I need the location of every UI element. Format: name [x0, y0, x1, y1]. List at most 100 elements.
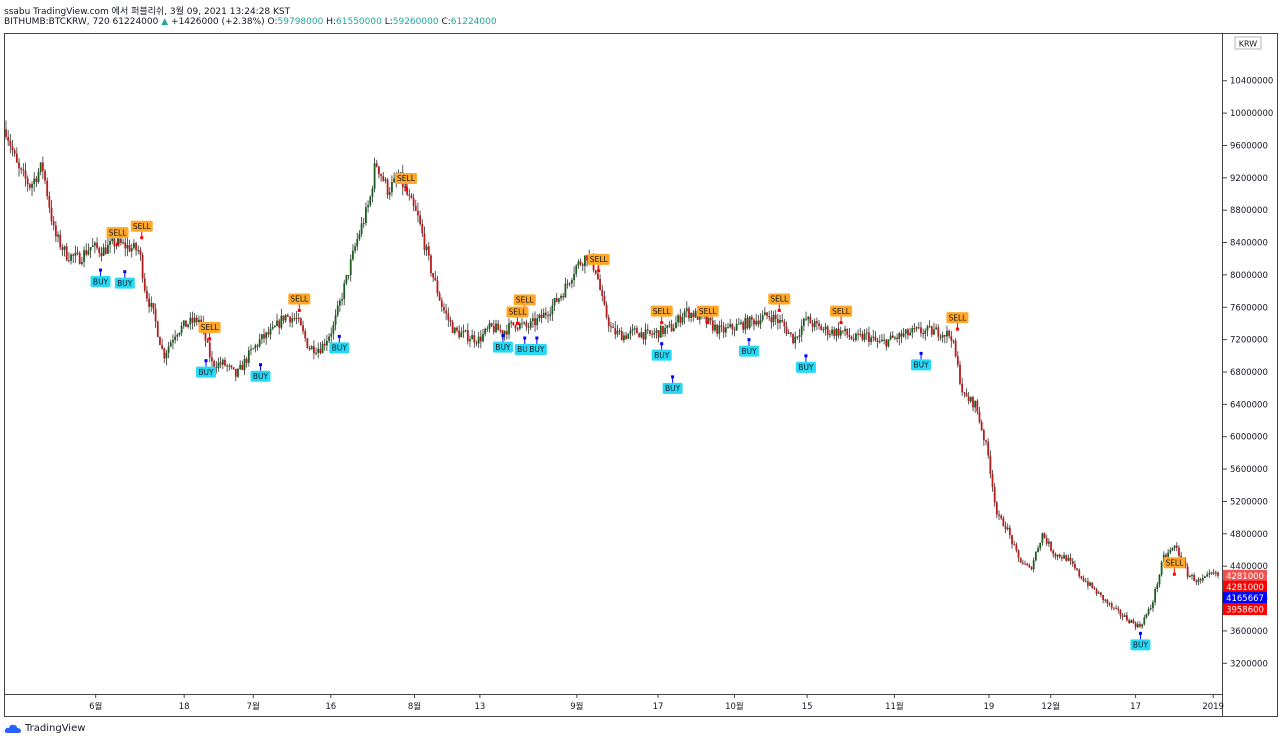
candle-body [1165, 554, 1167, 557]
candle-body [93, 242, 96, 246]
candle-body [583, 255, 586, 266]
candle-body [57, 234, 59, 237]
candle-body [20, 168, 23, 170]
candle-body [688, 308, 690, 318]
candles-series [5, 120, 1219, 631]
candle-body [616, 330, 619, 335]
candle-body [774, 314, 777, 320]
candle-body [141, 254, 144, 279]
candle-body [828, 334, 831, 336]
candle-body [933, 329, 935, 335]
y-axis: 10400000 10000000 9600000 9200000 8800000 840… [1222, 77, 1273, 669]
candle-body [900, 333, 903, 337]
sell-signal-badge [768, 293, 791, 305]
candle-body [204, 327, 207, 341]
low-value: 59260000 [392, 17, 439, 27]
candle-body [826, 326, 829, 335]
candle-body [792, 333, 794, 344]
candle-body [451, 321, 454, 334]
candle-body [612, 326, 614, 328]
candle-body [46, 180, 49, 197]
buy-signal-dot [99, 268, 103, 272]
candle-body [254, 345, 257, 349]
candle-body [256, 345, 259, 347]
candle-body [1147, 609, 1150, 615]
candle-body [1210, 572, 1213, 574]
sell-signal-label: SELL [1165, 558, 1184, 567]
candle-body [291, 318, 294, 323]
candle-body [659, 325, 662, 338]
x-axis: 6월 18 7월 16 8월 13 9월 17 10월 15 11월 19 12월 17 2019 [89, 694, 1224, 712]
candle-body [54, 225, 57, 237]
candle-body [503, 331, 506, 335]
candle-body [570, 279, 573, 284]
candle-body [1119, 610, 1122, 616]
sell-signal-badge [696, 305, 719, 317]
candle-body [213, 361, 216, 368]
candle-body [360, 223, 363, 235]
cloud-icon [4, 724, 22, 733]
candle-body [883, 339, 886, 341]
candle-body [655, 330, 658, 333]
candle-body [868, 332, 870, 343]
x-tick-label: 7월 [247, 701, 260, 712]
candle-body [1013, 544, 1016, 546]
candle-body [284, 314, 287, 321]
candle-body [237, 368, 239, 377]
buy-signal-label: BUY [198, 368, 214, 377]
sell-signal-dot [597, 269, 601, 273]
candle-body [974, 400, 977, 408]
price-chart[interactable]: KRW 10400000 10000000 9600000 9200000 880000… [4, 33, 1278, 717]
candle-body [675, 322, 677, 329]
sell-signal-badge [513, 294, 536, 306]
candle-body [61, 247, 64, 250]
candle-body [874, 336, 877, 341]
candle-body [666, 325, 669, 329]
candle-body [356, 238, 359, 247]
candle-body [1019, 557, 1022, 563]
buy-signal-badge [329, 342, 350, 354]
open-label: O: [267, 17, 278, 27]
candle-body [484, 328, 487, 334]
candle-body [1028, 565, 1031, 568]
candle-body [139, 250, 142, 255]
candle-body [976, 400, 979, 412]
y-tick-label: 4800000 [1230, 530, 1268, 540]
candle-body [755, 320, 758, 325]
sell-signal-dot [706, 321, 710, 325]
candle-body [876, 340, 879, 343]
candle-body [31, 183, 33, 188]
candle-body [278, 320, 281, 328]
candle-body [163, 348, 166, 359]
candle-body [265, 332, 268, 339]
candle-body [772, 314, 775, 323]
candle-body [1199, 579, 1202, 581]
candle-body [341, 299, 343, 301]
candle-body [610, 326, 612, 328]
sell-signal-label: SELL [948, 313, 967, 322]
sell-signal-badge [198, 321, 221, 333]
candle-body [319, 348, 322, 354]
candle-body [232, 367, 235, 369]
x-tick-label: 10월 [725, 701, 744, 712]
candle-body [1208, 572, 1211, 575]
candle-body [432, 273, 435, 278]
sell-signal-badge [130, 220, 153, 232]
candle-body [325, 340, 328, 346]
change-value: +1426000 (+2.38%) [171, 17, 265, 27]
candle-body [321, 343, 324, 354]
candle-body [653, 332, 656, 335]
candle-body [948, 330, 951, 337]
candle-body [1026, 563, 1029, 566]
candle-body [724, 327, 727, 333]
candle-body [425, 246, 428, 251]
sell-signal-dot [777, 309, 781, 313]
candle-body [553, 298, 556, 306]
candle-body [295, 317, 298, 319]
candle-body [98, 247, 101, 253]
candle-body [297, 317, 300, 319]
sell-signal-dot [1172, 572, 1176, 576]
candle-body [809, 316, 812, 324]
candle-body [15, 153, 18, 163]
tradingview-logo[interactable]: TradingView [4, 723, 85, 734]
